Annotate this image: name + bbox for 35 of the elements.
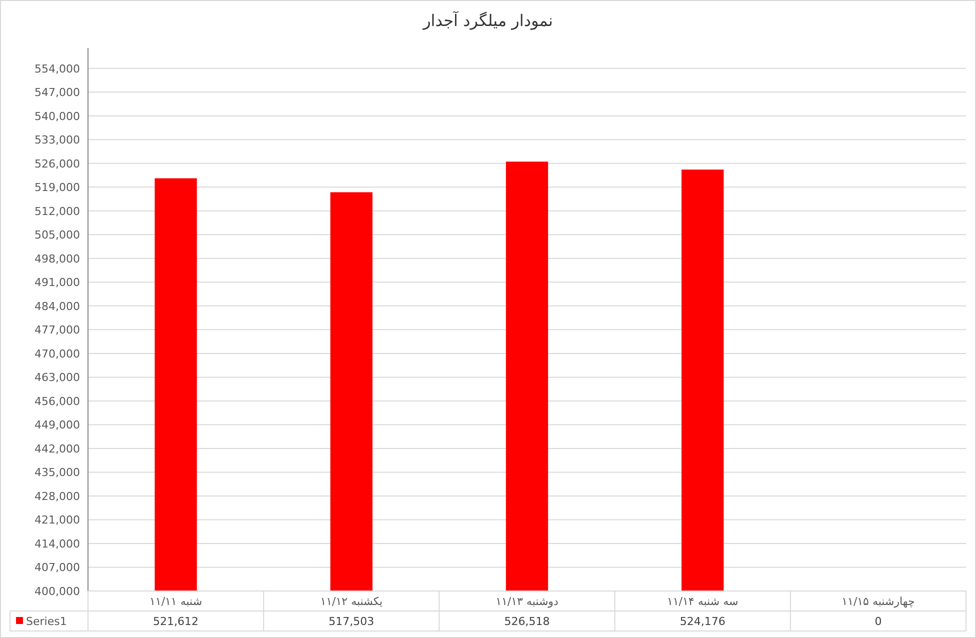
y-tick-label: 449,000 — [34, 418, 80, 432]
y-tick-label: 512,000 — [34, 204, 80, 218]
y-tick-label: 477,000 — [34, 324, 80, 337]
y-tick-label: 400,000 — [34, 585, 80, 598]
y-tick-label: 547,000 — [34, 86, 80, 100]
y-tick-label: 414,000 — [34, 537, 80, 550]
y-tick-label: 470,000 — [34, 347, 80, 360]
y-tick-label: 435,000 — [34, 466, 80, 480]
y-tick-label: 442,000 — [34, 442, 80, 456]
x-tick-label: یکشنبه ۱۱/۱۲ — [320, 595, 383, 608]
y-tick-label: 505,000 — [34, 228, 80, 242]
y-tick-label: 554,000 — [34, 62, 80, 76]
y-tick-label: 407,000 — [34, 561, 80, 574]
title: نمودار میلگرد آجدار — [423, 11, 553, 30]
data-label: 517,503 — [328, 615, 374, 628]
data-label: 526,518 — [504, 615, 550, 628]
data-label: 521,612 — [153, 615, 199, 628]
data-label: 524,176 — [680, 615, 726, 628]
x-tick-label: سه شنبه ۱۱/۱۴ — [666, 595, 738, 608]
y-tick-label: 498,000 — [34, 252, 80, 266]
y-tick-label: 484,000 — [34, 300, 80, 313]
legend-label: Series1 — [26, 615, 67, 628]
y-tick-label: 540,000 — [34, 110, 80, 123]
y-tick-label: 421,000 — [34, 514, 80, 527]
y-tick-label: 519,000 — [34, 181, 80, 194]
y-tick-label: 456,000 — [34, 394, 80, 408]
y-tick-label: 428,000 — [34, 490, 80, 503]
x-tick-label: دوشنبه ۱۱/۱۳ — [496, 595, 558, 608]
y-tick-label: 533,000 — [34, 134, 80, 147]
x-tick-label: چهارشنبه ۱۱/۱۵ — [842, 595, 915, 608]
y-tick-label: 491,000 — [34, 276, 80, 290]
y-tick-label: 463,000 — [34, 371, 80, 384]
y-tick-label: 526,000 — [34, 157, 80, 170]
x-tick-label: شنبه ۱۱/۱۱ — [150, 595, 202, 608]
text: 0 — [874, 615, 882, 628]
